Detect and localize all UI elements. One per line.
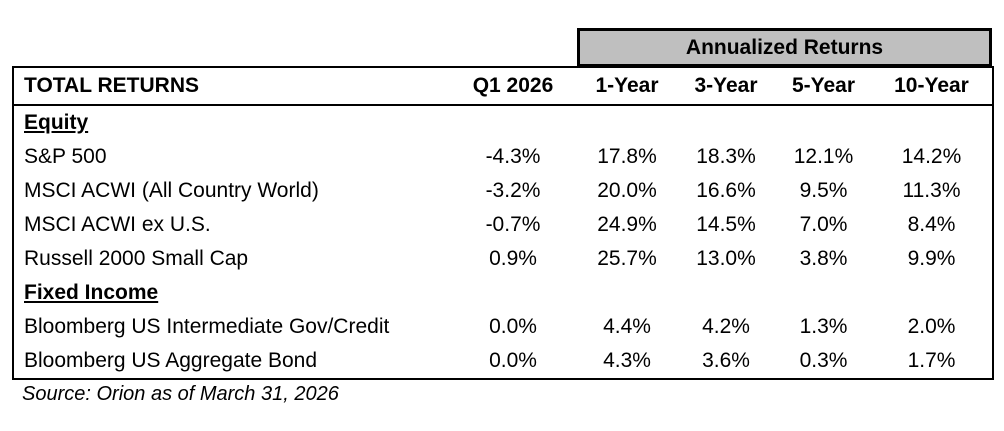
value-3y: 13.0% [696, 247, 756, 270]
table-row-msci-acwi-ex-us: MSCI ACWI ex U.S. -0.7% 24.9% 14.5% 7.0%… [13, 208, 993, 242]
value-q1: 0.9% [489, 247, 537, 270]
value-1y: 24.9% [597, 213, 657, 236]
column-header-q1-2026: Q1 2026 [472, 74, 554, 97]
row-label: Bloomberg US Intermediate Gov/Credit [24, 315, 390, 338]
value-q1: -4.3% [485, 145, 541, 168]
value-1y: 17.8% [597, 145, 657, 168]
row-label: MSCI ACWI ex U.S. [24, 213, 211, 236]
column-header-3-year: 3-Year [694, 74, 758, 97]
section-row-equity: Equity [13, 105, 993, 140]
value-5y: 9.5% [799, 179, 848, 202]
value-3y: 4.2% [702, 315, 750, 338]
row-label: Bloomberg US Aggregate Bond [24, 349, 318, 372]
header-row: TOTAL RETURNS Q1 2026 1-Year 3-Year 5-Ye… [13, 67, 993, 105]
value-5y: 7.0% [799, 213, 848, 236]
row-label: MSCI ACWI (All Country World) [24, 179, 319, 202]
value-1y: 4.4% [603, 315, 651, 338]
value-5y: 3.8% [799, 247, 848, 270]
value-5y: 1.3% [799, 315, 848, 338]
value-3y: 18.3% [696, 145, 756, 168]
table-row-msci-acwi: MSCI ACWI (All Country World) -3.2% 20.0… [13, 174, 993, 208]
annualized-returns-banner-label: Annualized Returns [685, 35, 884, 59]
column-header-10-year: 10-Year [894, 74, 969, 97]
row-label: S&P 500 [24, 145, 107, 168]
section-row-fixed-income: Fixed Income [13, 276, 993, 310]
value-10y: 9.9% [907, 247, 956, 270]
value-3y: 3.6% [702, 349, 750, 372]
section-label-equity: Equity [24, 111, 89, 134]
total-returns-table: TOTAL RETURNS Q1 2026 1-Year 3-Year 5-Ye… [12, 66, 994, 380]
value-q1: 0.0% [489, 349, 537, 372]
column-header-1-year: 1-Year [595, 74, 659, 97]
value-10y: 8.4% [907, 213, 956, 236]
value-1y: 20.0% [597, 179, 657, 202]
table-row-bloomberg-intermediate: Bloomberg US Intermediate Gov/Credit 0.0… [13, 310, 993, 344]
value-5y: 12.1% [793, 145, 854, 168]
column-header-5-year: 5-Year [791, 74, 856, 97]
table-row-bloomberg-aggregate: Bloomberg US Aggregate Bond 0.0% 4.3% 3.… [13, 344, 993, 379]
source-note: Source: Orion as of March 31, 2026 [22, 383, 339, 405]
value-10y: 14.2% [901, 145, 962, 168]
section-label-fixed-income: Fixed Income [24, 281, 159, 304]
table-row-sp500: S&P 500 -4.3% 17.8% 18.3% 12.1% 14.2% [13, 140, 993, 174]
value-1y: 25.7% [597, 247, 657, 270]
value-10y: 1.7% [907, 349, 956, 372]
value-5y: 0.3% [799, 349, 848, 372]
value-q1: 0.0% [489, 315, 537, 338]
value-q1: -0.7% [485, 213, 541, 236]
value-1y: 4.3% [603, 349, 651, 372]
table-row-russell-2000: Russell 2000 Small Cap 0.9% 25.7% 13.0% … [13, 242, 993, 276]
value-3y: 16.6% [696, 179, 756, 202]
row-label: Russell 2000 Small Cap [24, 247, 249, 270]
annualized-returns-banner: Annualized Returns [577, 28, 992, 67]
value-q1: -3.2% [485, 179, 541, 202]
column-header-total-returns: TOTAL RETURNS [24, 74, 200, 97]
table-body: Equity S&P 500 -4.3% 17.8% 18.3% 12.1% 1… [13, 105, 993, 379]
table-header: TOTAL RETURNS Q1 2026 1-Year 3-Year 5-Ye… [13, 67, 993, 105]
value-10y: 2.0% [907, 315, 956, 338]
value-10y: 11.3% [902, 179, 961, 202]
value-3y: 14.5% [696, 213, 756, 236]
